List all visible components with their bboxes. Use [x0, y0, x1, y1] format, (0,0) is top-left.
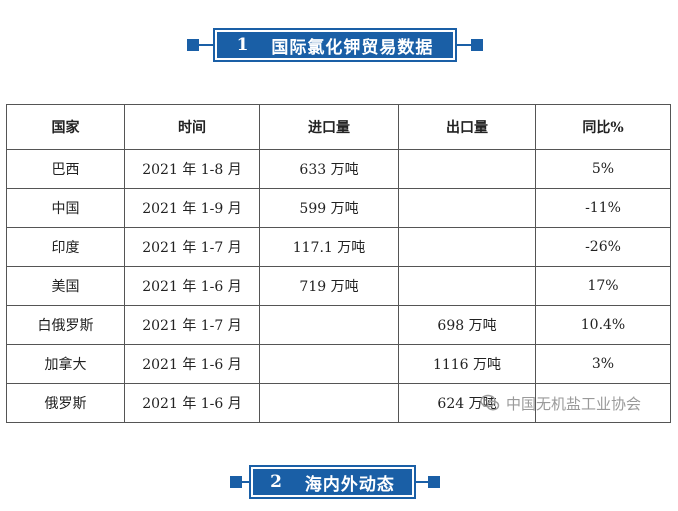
- section-number: 2: [270, 472, 283, 492]
- cell-country: 美国: [6, 266, 125, 306]
- cell-time: 2021 年 1-7 月: [124, 305, 260, 345]
- cell-export: [398, 188, 536, 228]
- cell-export: [398, 149, 536, 189]
- cell-country: 加拿大: [6, 344, 125, 384]
- wechat-icon: [480, 393, 500, 413]
- cell-import: [259, 305, 399, 345]
- section-title-box: 2 海内外动态: [249, 465, 416, 499]
- header-time: 时间: [124, 104, 260, 150]
- banner-square-left: [230, 476, 242, 488]
- cell-country: 白俄罗斯: [6, 305, 125, 345]
- watermark: 中国无机盐工业协会: [480, 392, 641, 414]
- cell-yoy: [535, 383, 671, 423]
- section-title-box: 1 国际氯化钾贸易数据: [213, 28, 457, 62]
- cell-export: [398, 266, 536, 306]
- header-country: 国家: [6, 104, 125, 150]
- cell-yoy: 10.4%: [535, 305, 671, 345]
- banner-square-right: [428, 476, 440, 488]
- table-row: 中国 2021 年 1-9 月 599 万吨 -11%: [6, 188, 671, 228]
- section-title: 国际氯化钾贸易数据: [271, 37, 434, 58]
- table-row: 印度 2021 年 1-7 月 117.1 万吨 -26%: [6, 227, 671, 267]
- cell-import: 633 万吨: [259, 149, 399, 189]
- cell-time: 2021 年 1-9 月: [124, 188, 260, 228]
- cell-import: 599 万吨: [259, 188, 399, 228]
- table-header-row: 国家 时间 进口量 出口量 同比%: [6, 104, 671, 150]
- cell-time: 2021 年 1-6 月: [124, 383, 260, 423]
- banner-square-left: [187, 39, 199, 51]
- banner-square-right: [471, 39, 483, 51]
- header-import: 进口量: [259, 104, 399, 150]
- watermark-text: 中国无机盐工业协会: [506, 394, 642, 413]
- cell-country: 俄罗斯: [6, 383, 125, 423]
- table-row: 白俄罗斯 2021 年 1-7 月 698 万吨 10.4%: [6, 305, 671, 345]
- cell-time: 2021 年 1-8 月: [124, 149, 260, 189]
- cell-yoy: 17%: [535, 266, 671, 306]
- table-row: 加拿大 2021 年 1-6 月 1116 万吨 3%: [6, 344, 671, 384]
- table-row: 俄罗斯 2021 年 1-6 月 624 万吨: [6, 383, 671, 423]
- cell-time: 2021 年 1-6 月: [124, 344, 260, 384]
- header-yoy: 同比%: [535, 104, 671, 150]
- cell-yoy: 3%: [535, 344, 671, 384]
- cell-export: 698 万吨: [398, 305, 536, 345]
- table-row: 美国 2021 年 1-6 月 719 万吨 17%: [6, 266, 671, 306]
- potash-trade-table: 国家 时间 进口量 出口量 同比% 巴西 2021 年 1-8 月 633 万吨…: [6, 104, 671, 423]
- header-export: 出口量: [398, 104, 536, 150]
- cell-yoy: -26%: [535, 227, 671, 267]
- cell-export: [398, 227, 536, 267]
- cell-time: 2021 年 1-6 月: [124, 266, 260, 306]
- cell-import: 117.1 万吨: [259, 227, 399, 267]
- cell-country: 巴西: [6, 149, 125, 189]
- cell-yoy: 5%: [535, 149, 671, 189]
- section-number: 1: [236, 35, 250, 55]
- banner-line-right: [415, 481, 429, 483]
- cell-import: [259, 344, 399, 384]
- banner-line-right: [456, 44, 472, 46]
- cell-import: [259, 383, 399, 423]
- cell-import: 719 万吨: [259, 266, 399, 306]
- banner-line-left: [199, 44, 214, 46]
- table-row: 巴西 2021 年 1-8 月 633 万吨 5%: [6, 149, 671, 189]
- cell-yoy: -11%: [535, 188, 671, 228]
- section-1-banner: 1 国际氯化钾贸易数据: [0, 25, 678, 65]
- section-title: 海内外动态: [304, 474, 395, 495]
- section-2-banner: 2 海内外动态: [0, 462, 678, 502]
- banner-line-left: [242, 481, 250, 483]
- cell-export: 1116 万吨: [398, 344, 536, 384]
- cell-country: 中国: [6, 188, 125, 228]
- cell-country: 印度: [6, 227, 125, 267]
- cell-time: 2021 年 1-7 月: [124, 227, 260, 267]
